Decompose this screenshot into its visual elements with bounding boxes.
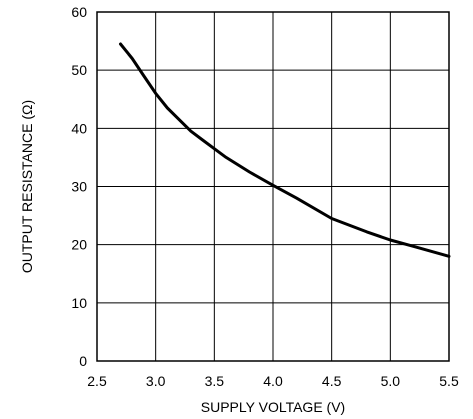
y-tick-label: 10 [71,295,87,311]
x-tick-label: 4.5 [322,373,342,389]
y-axis-ticks: 0 10 20 30 40 50 60 [71,4,87,369]
series-line [119,42,451,258]
x-axis-label: SUPPLY VOLTAGE (V) [201,399,345,415]
x-tick-label: 2.5 [87,373,107,389]
y-axis-label: OUTPUT RESISTANCE (Ω) [19,100,35,273]
x-tick-label: 5.5 [439,373,459,389]
x-tick-label: 4.0 [263,373,283,389]
x-tick-label: 3.0 [146,373,166,389]
y-tick-label: 60 [71,4,87,20]
x-axis-ticks: 2.5 3.0 3.5 4.0 4.5 5.0 5.5 [87,373,459,389]
y-tick-label: 0 [79,353,87,369]
y-tick-label: 50 [71,62,87,78]
x-tick-label: 3.5 [205,373,225,389]
y-tick-label: 30 [71,179,87,195]
series-layer [119,42,451,258]
y-tick-label: 20 [71,237,87,253]
x-tick-label: 5.0 [381,373,401,389]
plot-frame [96,11,450,362]
y-tick-label: 40 [71,120,87,136]
